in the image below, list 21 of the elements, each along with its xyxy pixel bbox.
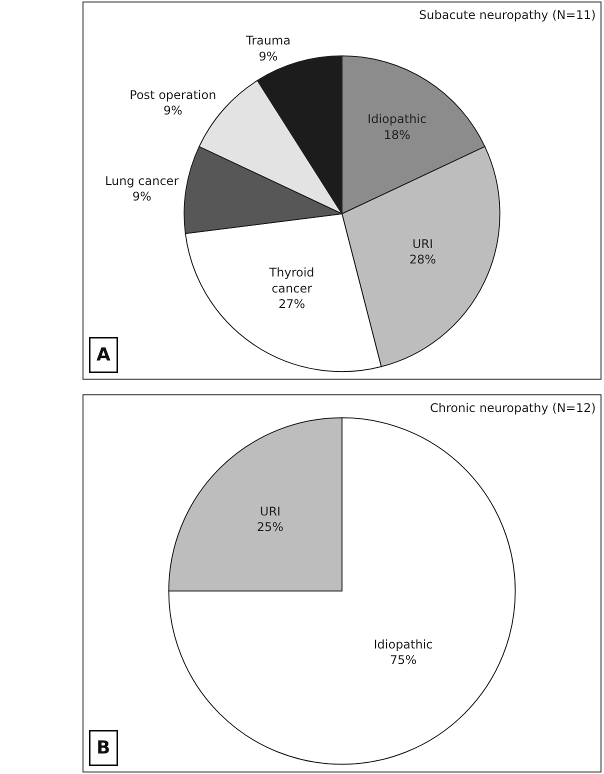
- data-label: 9%: [132, 189, 152, 204]
- slice-label: Post operation: [130, 88, 216, 102]
- slice-label: Thyroid cancer: [268, 266, 314, 296]
- chart-title: Chronic neuropathy (N=12): [430, 401, 596, 415]
- data-label: 28%: [409, 252, 436, 267]
- slice-label: URI: [412, 236, 434, 251]
- data-label: 9%: [163, 104, 182, 118]
- slice-label: Idiopathic: [368, 112, 427, 126]
- data-label: 27%: [278, 296, 306, 311]
- text: B: [96, 738, 110, 758]
- slice-label: Trauma: [245, 34, 291, 48]
- data-label: 18%: [384, 128, 410, 142]
- data-label: 25%: [256, 520, 284, 534]
- chart-title: Subacute neuropathy (N=11): [419, 8, 596, 22]
- slice-label: Lung cancer: [105, 174, 179, 188]
- pie-slice: [168, 417, 516, 765]
- data-label: 75%: [390, 653, 417, 668]
- slice-label: Idiopathic: [374, 638, 433, 652]
- data-label: 9%: [258, 49, 278, 64]
- text: A: [96, 344, 110, 366]
- slice-label: URI: [260, 504, 281, 518]
